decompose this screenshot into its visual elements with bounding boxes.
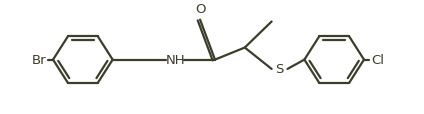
Text: O: O [195,3,205,16]
Text: Br: Br [31,54,46,67]
Text: Cl: Cl [371,54,384,67]
Text: NH: NH [165,54,185,67]
Text: S: S [275,63,284,76]
